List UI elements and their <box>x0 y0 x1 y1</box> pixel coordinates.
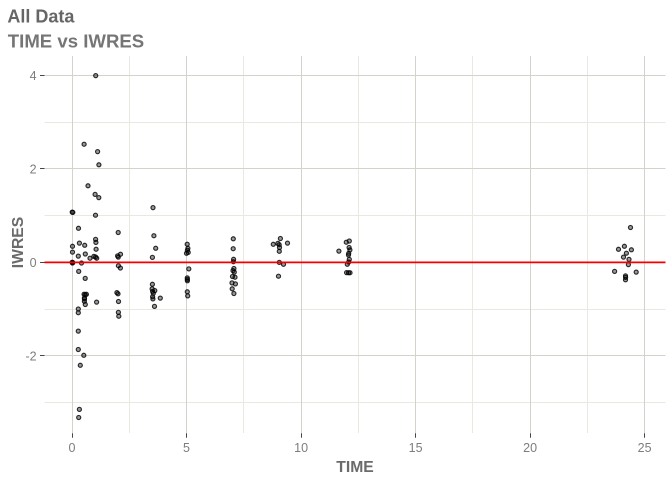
svg-text:10: 10 <box>294 441 308 455</box>
svg-text:0: 0 <box>30 256 37 270</box>
svg-text:IWRES: IWRES <box>10 217 27 268</box>
svg-text:TIME: TIME <box>336 459 373 476</box>
svg-text:2: 2 <box>30 163 37 177</box>
svg-text:0: 0 <box>69 441 76 455</box>
svg-text:25: 25 <box>638 441 652 455</box>
svg-text:20: 20 <box>523 441 537 455</box>
svg-text:5: 5 <box>183 441 190 455</box>
svg-text:4: 4 <box>30 69 37 83</box>
svg-text:All Data: All Data <box>7 7 75 27</box>
svg-text:15: 15 <box>409 441 423 455</box>
svg-text:-2: -2 <box>25 349 36 363</box>
svg-text:TIME vs IWRES: TIME vs IWRES <box>8 30 144 51</box>
